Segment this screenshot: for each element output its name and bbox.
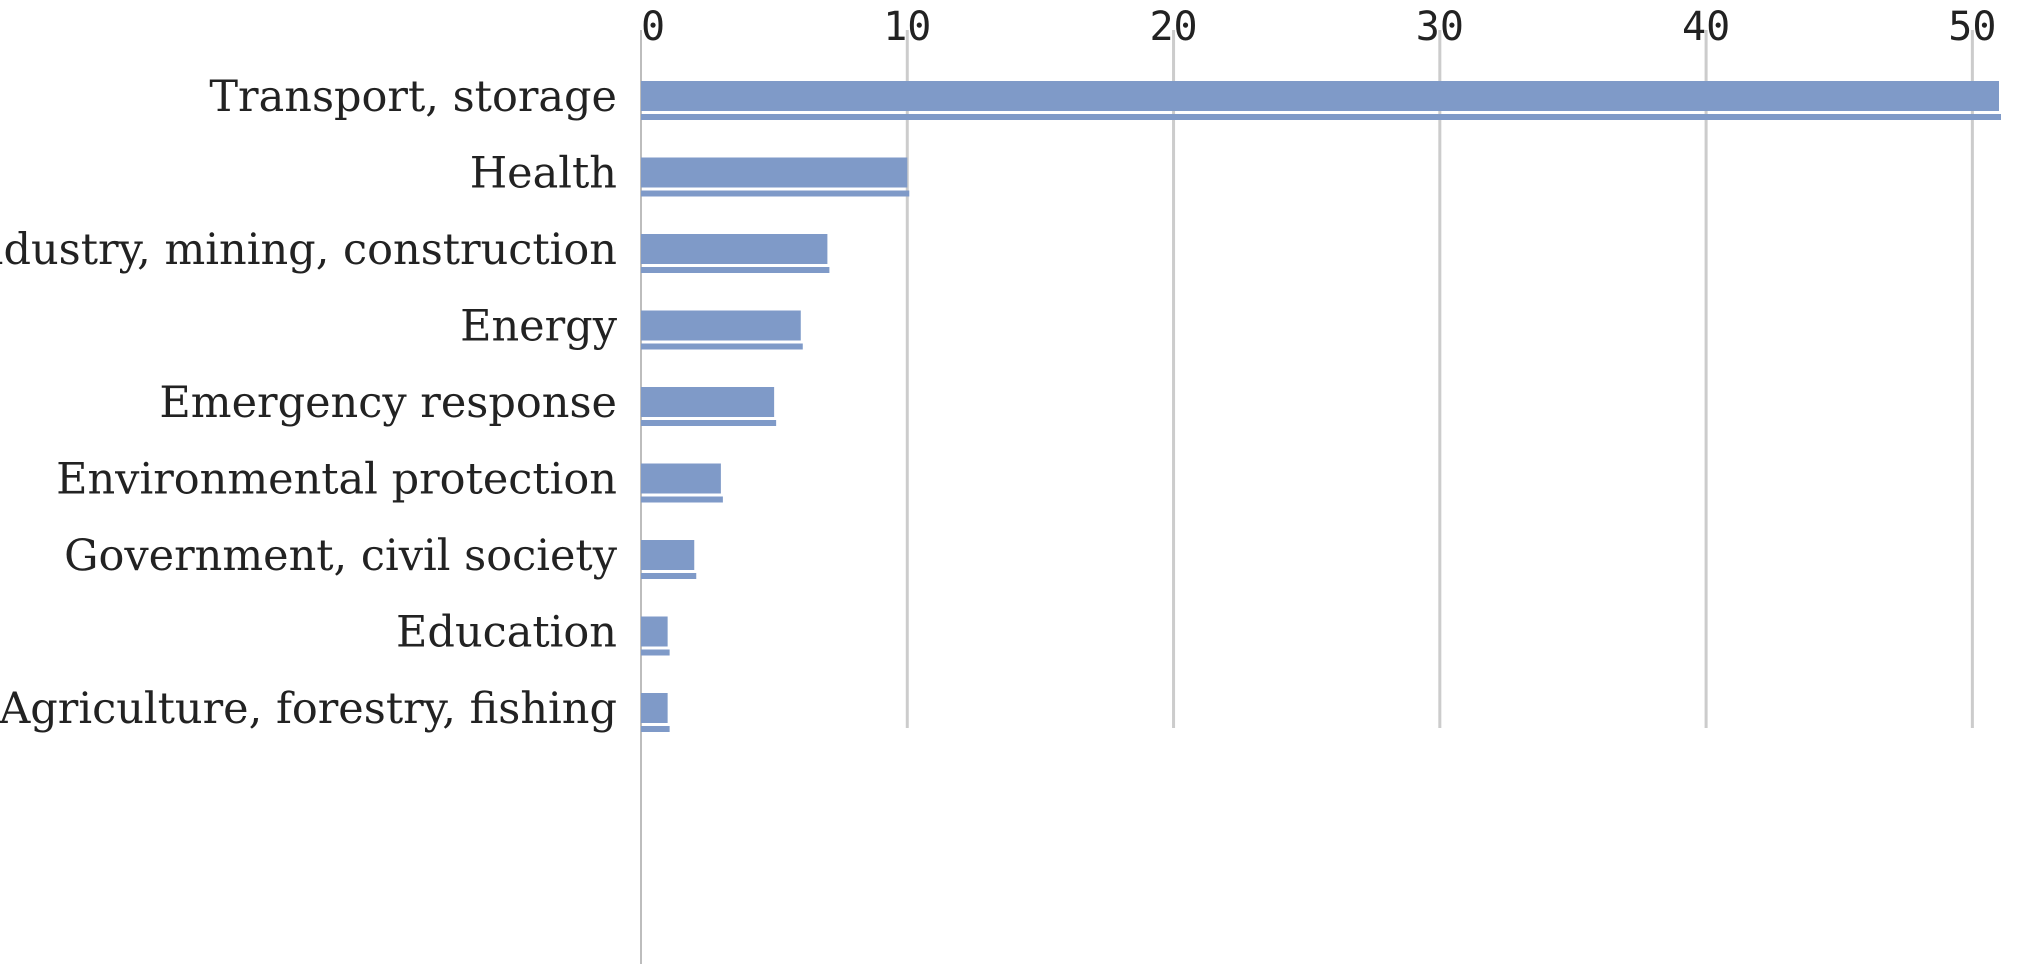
x-tick-label: 30 — [1416, 4, 1464, 50]
x-tick-label: 50 — [1948, 4, 1996, 50]
bar-secondary — [641, 267, 830, 273]
bar-secondary — [641, 649, 670, 656]
category-label: Agriculture, forestry, fishing — [0, 684, 617, 734]
category-label: Environmental protection — [56, 455, 617, 505]
category-label: Health — [470, 149, 617, 199]
bar-secondary — [641, 343, 803, 350]
x-tick-label: 40 — [1682, 4, 1730, 50]
bar — [641, 234, 828, 264]
x-tick-label: 10 — [883, 4, 931, 50]
bar — [641, 540, 695, 570]
gridlines — [640, 30, 1974, 964]
category-label: Government, civil society — [64, 531, 618, 581]
bar — [641, 310, 801, 341]
bar-secondary — [641, 496, 723, 503]
bar-secondary — [641, 573, 697, 579]
category-labels: Transport, storage Health Industry, mining… — [0, 72, 618, 734]
bar — [641, 693, 668, 723]
category-label: Education — [396, 608, 617, 658]
bar-secondary — [641, 190, 910, 197]
bar-secondary — [641, 726, 670, 732]
category-label: Transport, storage — [209, 72, 617, 122]
bar — [641, 81, 1999, 111]
x-tick-label: 20 — [1149, 4, 1197, 50]
bar — [641, 157, 908, 188]
bar — [641, 387, 775, 417]
bar — [641, 616, 668, 647]
x-axis-ticks: 0 10 20 30 40 50 — [641, 4, 1996, 50]
bars — [641, 81, 2001, 732]
category-label: Emergency response — [159, 378, 617, 428]
category-label: Energy — [460, 302, 618, 352]
x-tick-label: 0 — [641, 4, 665, 50]
category-label: Industry, mining, construction — [0, 225, 617, 275]
bar-secondary — [641, 114, 2001, 120]
bar — [641, 463, 721, 494]
bar-secondary — [641, 420, 777, 426]
